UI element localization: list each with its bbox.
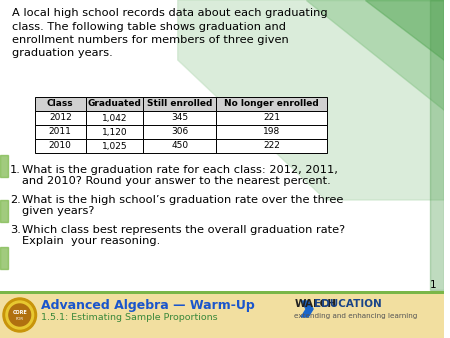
Bar: [86, 139, 143, 153]
Bar: [143, 97, 216, 111]
Text: 345: 345: [171, 114, 188, 122]
Text: and 2010? Round your answer to the nearest percent.: and 2010? Round your answer to the neare…: [22, 176, 330, 186]
Text: 1.5.1: Estimating Sample Proportions: 1.5.1: Estimating Sample Proportions: [41, 313, 218, 322]
Text: 1: 1: [430, 280, 436, 290]
Text: 1,042: 1,042: [102, 114, 127, 122]
Bar: [35, 111, 86, 125]
Text: 2012: 2012: [49, 114, 72, 122]
Text: 450: 450: [171, 142, 188, 150]
Circle shape: [9, 304, 31, 326]
Text: EDUCATION: EDUCATION: [314, 299, 382, 309]
Text: 198: 198: [263, 127, 280, 137]
Bar: [216, 139, 327, 153]
Text: Class: Class: [47, 99, 73, 108]
Bar: [86, 97, 143, 111]
Text: 221: 221: [263, 114, 280, 122]
Text: 1,025: 1,025: [102, 142, 127, 150]
Bar: [35, 97, 86, 111]
Text: FOR: FOR: [16, 317, 24, 321]
Bar: [0, 291, 445, 293]
Text: What is the high school’s graduation rate over the three: What is the high school’s graduation rat…: [22, 195, 343, 205]
Text: WALCH: WALCH: [294, 299, 336, 309]
Text: 222: 222: [263, 142, 280, 150]
Text: No longer enrolled: No longer enrolled: [224, 99, 319, 108]
Bar: [143, 111, 216, 125]
Text: Graduated: Graduated: [88, 99, 141, 108]
Polygon shape: [365, 0, 445, 60]
Text: 2010: 2010: [49, 142, 72, 150]
Text: Which class best represents the overall graduation rate?: Which class best represents the overall …: [22, 225, 345, 235]
Bar: [35, 139, 86, 153]
Polygon shape: [301, 301, 313, 317]
Text: 1,120: 1,120: [102, 127, 127, 137]
Text: 2.: 2.: [10, 195, 21, 205]
Text: 1.: 1.: [10, 165, 21, 175]
Bar: [216, 97, 327, 111]
Polygon shape: [178, 0, 445, 200]
Bar: [143, 125, 216, 139]
Text: 2011: 2011: [49, 127, 72, 137]
Text: Explain  your reasoning.: Explain your reasoning.: [22, 236, 160, 246]
Polygon shape: [306, 0, 445, 110]
Bar: [430, 0, 445, 290]
Text: What is the graduation rate for each class: 2012, 2011,: What is the graduation rate for each cla…: [22, 165, 338, 175]
Text: CORE: CORE: [13, 311, 27, 315]
Bar: [0, 155, 8, 177]
Bar: [0, 247, 8, 269]
Text: class. The following table shows graduation and: class. The following table shows graduat…: [12, 22, 286, 31]
Text: given years?: given years?: [22, 206, 94, 216]
Bar: [35, 125, 86, 139]
Bar: [216, 111, 327, 125]
Bar: [0, 291, 445, 338]
Text: enrollment numbers for members of three given: enrollment numbers for members of three …: [12, 35, 288, 45]
Bar: [216, 125, 327, 139]
Circle shape: [6, 301, 34, 329]
Bar: [143, 139, 216, 153]
Circle shape: [3, 298, 36, 332]
Bar: [86, 111, 143, 125]
Text: 3.: 3.: [10, 225, 21, 235]
Bar: [86, 125, 143, 139]
Text: graduation years.: graduation years.: [12, 48, 112, 58]
Text: extending and enhancing learning: extending and enhancing learning: [294, 313, 418, 319]
Text: Advanced Algebra — Warm-Up: Advanced Algebra — Warm-Up: [41, 299, 255, 312]
Text: 306: 306: [171, 127, 189, 137]
Bar: [0, 200, 8, 222]
Text: Still enrolled: Still enrolled: [147, 99, 212, 108]
Text: A local high school records data about each graduating: A local high school records data about e…: [12, 8, 328, 18]
